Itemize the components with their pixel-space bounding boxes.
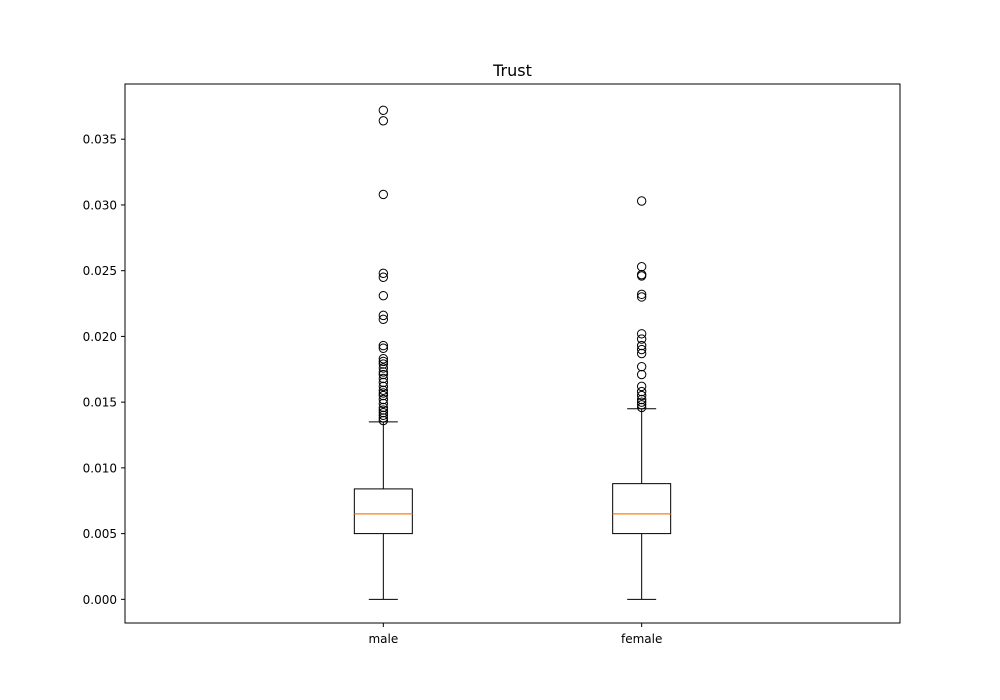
outlier-point	[636, 397, 647, 407]
outlier-point	[636, 361, 647, 372]
outlier-point	[378, 381, 389, 392]
iqr-box	[612, 483, 672, 535]
outlier-point	[636, 271, 647, 281]
outlier-point	[378, 116, 389, 126]
outlier-point	[378, 373, 389, 384]
outlier-point	[636, 329, 647, 339]
y-tick-label: 0.020	[83, 330, 117, 344]
outlier-point	[636, 334, 647, 344]
outlier-point	[378, 405, 389, 415]
outlier-point	[378, 369, 389, 380]
outlier-point	[378, 343, 389, 353]
outlier-point	[378, 398, 389, 409]
outlier-point	[636, 390, 647, 401]
chart-title: Trust	[492, 61, 532, 80]
outlier-point	[636, 381, 647, 392]
box-group-female	[612, 196, 672, 600]
y-tick-label: 0.010	[83, 461, 117, 475]
outlier-point	[378, 272, 389, 282]
outlier-point	[378, 385, 389, 396]
outlier-point	[378, 415, 389, 426]
outlier-point	[378, 310, 389, 321]
outlier-point	[378, 377, 389, 388]
y-tick-label: 0.015	[83, 396, 117, 410]
outlier-point	[636, 292, 647, 302]
x-tick-label: female	[621, 632, 662, 646]
outlier-point	[378, 105, 389, 115]
outlier-point	[636, 289, 647, 300]
outlier-point	[378, 268, 389, 279]
outlier-point	[378, 354, 389, 364]
outlier-point	[636, 394, 647, 405]
outlier-point	[378, 290, 389, 301]
outlier-point	[636, 196, 647, 206]
outlier-point	[636, 402, 647, 413]
outlier-point	[378, 407, 389, 418]
outlier-point	[636, 340, 647, 351]
outlier-point	[378, 394, 389, 405]
y-tick-label: 0.000	[83, 593, 117, 607]
outlier-point	[636, 369, 647, 380]
x-axis: male female	[368, 623, 662, 646]
y-axis: 0.000 0.005 0.010 0.015 0.020 0.025 0.030 0.035	[83, 133, 125, 607]
outlier-point	[378, 363, 389, 373]
outlier-point	[378, 189, 389, 200]
outlier-point	[636, 344, 647, 355]
outlier-point	[636, 386, 647, 397]
outlier-point	[378, 359, 389, 369]
outlier-point	[636, 262, 647, 272]
box-group-male	[353, 105, 413, 600]
outlier-point	[378, 340, 389, 351]
outlier-point	[378, 413, 389, 423]
iqr-box	[353, 488, 413, 535]
outlier-point	[378, 410, 389, 420]
x-tick-label: male	[368, 632, 398, 646]
y-tick-label: 0.030	[83, 198, 117, 212]
outlier-point	[378, 367, 389, 377]
outlier-point	[636, 400, 647, 410]
plot-frame	[124, 83, 901, 624]
y-tick-label: 0.005	[83, 527, 117, 541]
plot-content	[353, 105, 672, 600]
outlier-point	[378, 356, 389, 367]
outlier-point	[636, 348, 647, 359]
outlier-point	[378, 314, 389, 325]
y-tick-label: 0.035	[83, 133, 117, 147]
outlier-point	[378, 388, 389, 398]
y-tick-label: 0.025	[83, 264, 117, 278]
outlier-point	[378, 390, 389, 401]
outlier-point	[378, 402, 389, 413]
